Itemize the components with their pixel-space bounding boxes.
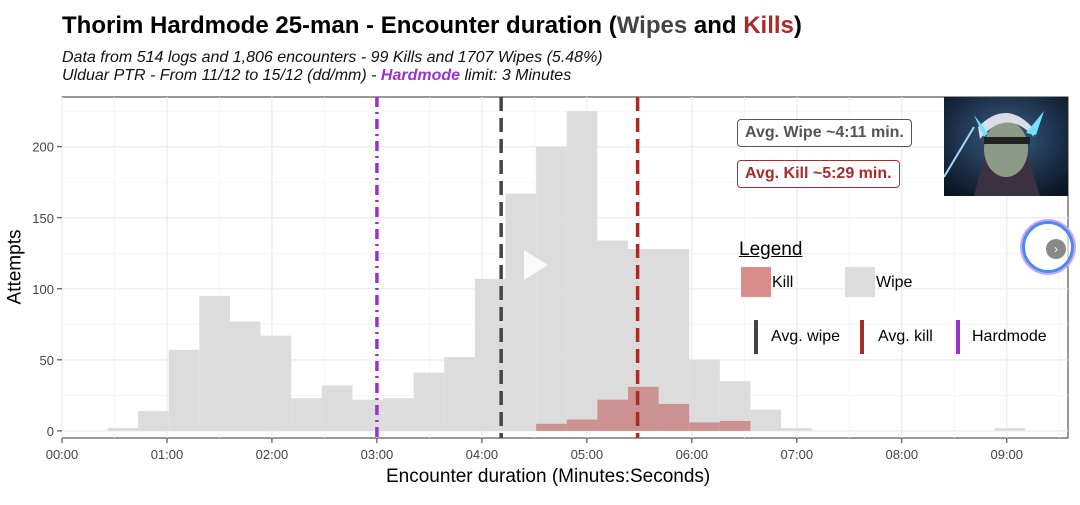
wipe-bar bbox=[229, 321, 261, 431]
title-suffix: ) bbox=[793, 12, 802, 39]
kill-bar bbox=[536, 423, 567, 431]
wipe-bar bbox=[994, 428, 1026, 431]
title-prefix: Thorim Hardmode 25-man - Encounter durat… bbox=[62, 12, 617, 39]
title-wipes: Wipes bbox=[616, 12, 688, 39]
y-tick-label: 0 bbox=[47, 424, 54, 439]
x-tick-label: 00:00 bbox=[46, 447, 79, 462]
wipe-bar bbox=[781, 428, 812, 431]
y-axis-title: Attempts bbox=[4, 229, 26, 305]
x-tick-label: 01:00 bbox=[151, 447, 184, 462]
wipe-bar bbox=[658, 249, 690, 431]
x-tick-label: 06:00 bbox=[676, 447, 709, 462]
kill-bar bbox=[658, 403, 690, 431]
wipe-bar bbox=[597, 240, 628, 431]
kill-bar bbox=[689, 422, 720, 431]
y-tick-label: 100 bbox=[32, 282, 54, 297]
wipe-bar bbox=[352, 399, 384, 431]
title-kills: Kills bbox=[743, 12, 794, 39]
next-arrow-icon[interactable]: › bbox=[1046, 239, 1066, 259]
x-tick-label: 05:00 bbox=[571, 447, 604, 462]
title-and: and bbox=[687, 12, 744, 39]
x-tick-label: 07:00 bbox=[781, 447, 814, 462]
avg-wipe-annotation: Avg. Wipe ~4:11 min. bbox=[737, 119, 912, 147]
wipe-bar bbox=[107, 428, 139, 431]
legend-title: Legend bbox=[739, 239, 803, 260]
x-tick-label: 02:00 bbox=[256, 447, 289, 462]
y-tick-label: 50 bbox=[40, 353, 54, 368]
wipe-bar bbox=[536, 146, 567, 431]
wipe-bar bbox=[321, 385, 353, 431]
wipe-bar bbox=[413, 372, 445, 431]
legend-hardmode-label: Hardmode bbox=[972, 328, 1047, 345]
y-tick-label: 150 bbox=[32, 211, 54, 226]
wipe-bar bbox=[505, 193, 537, 431]
legend-avg-wipe-label: Avg. wipe bbox=[771, 328, 841, 345]
avg-kill-annotation: Avg. Kill ~5:29 min. bbox=[737, 160, 900, 188]
play-icon bbox=[524, 250, 548, 280]
wipe-bar bbox=[444, 357, 475, 431]
legend-hardmode-line bbox=[956, 320, 960, 354]
wipe-bar bbox=[199, 295, 230, 431]
x-tick-label: 04:00 bbox=[466, 447, 499, 462]
x-axis-title: Encounter duration (Minutes:Seconds) bbox=[386, 466, 711, 487]
wipe-bar bbox=[750, 409, 782, 431]
wipe-bar bbox=[138, 411, 169, 431]
wipe-bar bbox=[168, 349, 200, 431]
kill-bar bbox=[719, 420, 751, 431]
subtitle-line2-prefix: Ulduar PTR - From 11/12 to 15/12 (dd/mm)… bbox=[62, 67, 381, 84]
wipe-bar bbox=[291, 398, 322, 431]
subtitle-hardmode: Hardmode bbox=[380, 67, 461, 84]
y-tick-label: 200 bbox=[32, 140, 54, 155]
x-tick-label: 09:00 bbox=[990, 447, 1023, 462]
x-tick-label: 03:00 bbox=[361, 447, 394, 462]
kill-bar bbox=[627, 386, 659, 431]
legend-wipe-label: Wipe bbox=[876, 274, 913, 291]
legend-kill-swatch bbox=[741, 267, 771, 297]
wipe-bar bbox=[689, 359, 720, 431]
kill-bar bbox=[566, 419, 598, 431]
wipe-bar bbox=[260, 335, 292, 431]
wipe-bar bbox=[383, 398, 414, 431]
subtitle-line2: Ulduar PTR - From 11/12 to 15/12 (dd/mm)… bbox=[62, 67, 571, 85]
subtitle-line2-suffix: limit: 3 Minutes bbox=[460, 67, 572, 84]
legend-wipe-swatch bbox=[845, 267, 875, 297]
kill-bar bbox=[597, 399, 628, 431]
boss-portrait bbox=[944, 97, 1068, 196]
subtitle-line1: Data from 514 logs and 1,806 encounters … bbox=[62, 49, 603, 66]
legend-avg-kill-label: Avg. kill bbox=[878, 328, 933, 345]
x-tick-label: 08:00 bbox=[886, 447, 919, 462]
wipe-bar bbox=[566, 111, 598, 431]
legend-kill-label: Kill bbox=[772, 274, 794, 291]
legend-avg-kill-line bbox=[860, 320, 864, 354]
chart-title: Thorim Hardmode 25-man - Encounter durat… bbox=[62, 12, 802, 40]
legend-avg-wipe-line bbox=[754, 320, 758, 354]
